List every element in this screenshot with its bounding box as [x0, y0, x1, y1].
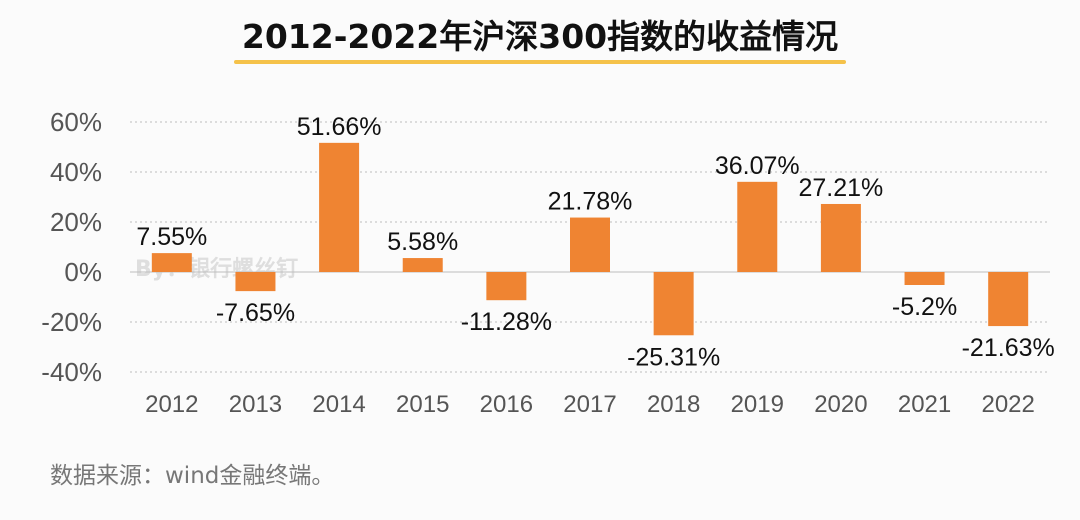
- bar: [653, 272, 694, 336]
- x-tick-label: 2013: [229, 391, 282, 418]
- data-label: 27.21%: [799, 174, 884, 202]
- bar: [486, 272, 527, 301]
- data-label: 36.07%: [715, 152, 800, 180]
- y-tick-label: 20%: [50, 207, 102, 237]
- x-tick-label: 2019: [731, 391, 784, 418]
- data-label: -21.63%: [962, 334, 1055, 362]
- bar: [737, 181, 778, 272]
- y-tick-label: 0%: [64, 257, 102, 287]
- bar: [151, 253, 192, 272]
- bar: [904, 272, 945, 285]
- chart-title-text: 2012-2022年沪深300指数的收益情况: [241, 17, 839, 56]
- x-tick-label: 2017: [563, 391, 616, 418]
- bar: [235, 272, 276, 292]
- y-tick-label: 40%: [50, 157, 102, 187]
- data-label: -25.31%: [627, 343, 720, 371]
- y-tick-label: -20%: [41, 307, 102, 337]
- data-label: 5.58%: [387, 228, 458, 256]
- x-tick-label: 2020: [814, 391, 867, 418]
- bar: [570, 217, 610, 272]
- title-underline: [233, 60, 847, 64]
- title-wrap: 2012-2022年沪深300指数的收益情况: [0, 10, 1080, 64]
- bar: [820, 203, 861, 272]
- y-tick-label: 60%: [50, 107, 102, 137]
- x-tick-label: 2012: [145, 391, 198, 418]
- data-label: -11.28%: [461, 308, 552, 336]
- x-tick-label: 2016: [480, 391, 533, 418]
- x-tick-label: 2014: [312, 391, 365, 418]
- x-tick-label: 2018: [647, 391, 700, 418]
- chart-title: 2012-2022年沪深300指数的收益情况: [233, 10, 847, 64]
- data-label: -5.2%: [892, 293, 957, 321]
- bar: [319, 142, 360, 272]
- bar: [402, 258, 443, 272]
- x-tick-label: 2022: [981, 391, 1034, 418]
- data-label: 21.78%: [548, 188, 633, 216]
- data-label: -7.65%: [216, 299, 295, 327]
- source-note: 数据来源：wind金融终端。: [50, 463, 335, 489]
- bar: [988, 272, 1029, 327]
- y-tick-label: -40%: [41, 357, 102, 387]
- x-tick-label: 2021: [898, 391, 951, 418]
- data-label: 7.55%: [136, 223, 207, 251]
- x-tick-label: 2015: [396, 391, 449, 418]
- data-label: 51.66%: [297, 113, 382, 141]
